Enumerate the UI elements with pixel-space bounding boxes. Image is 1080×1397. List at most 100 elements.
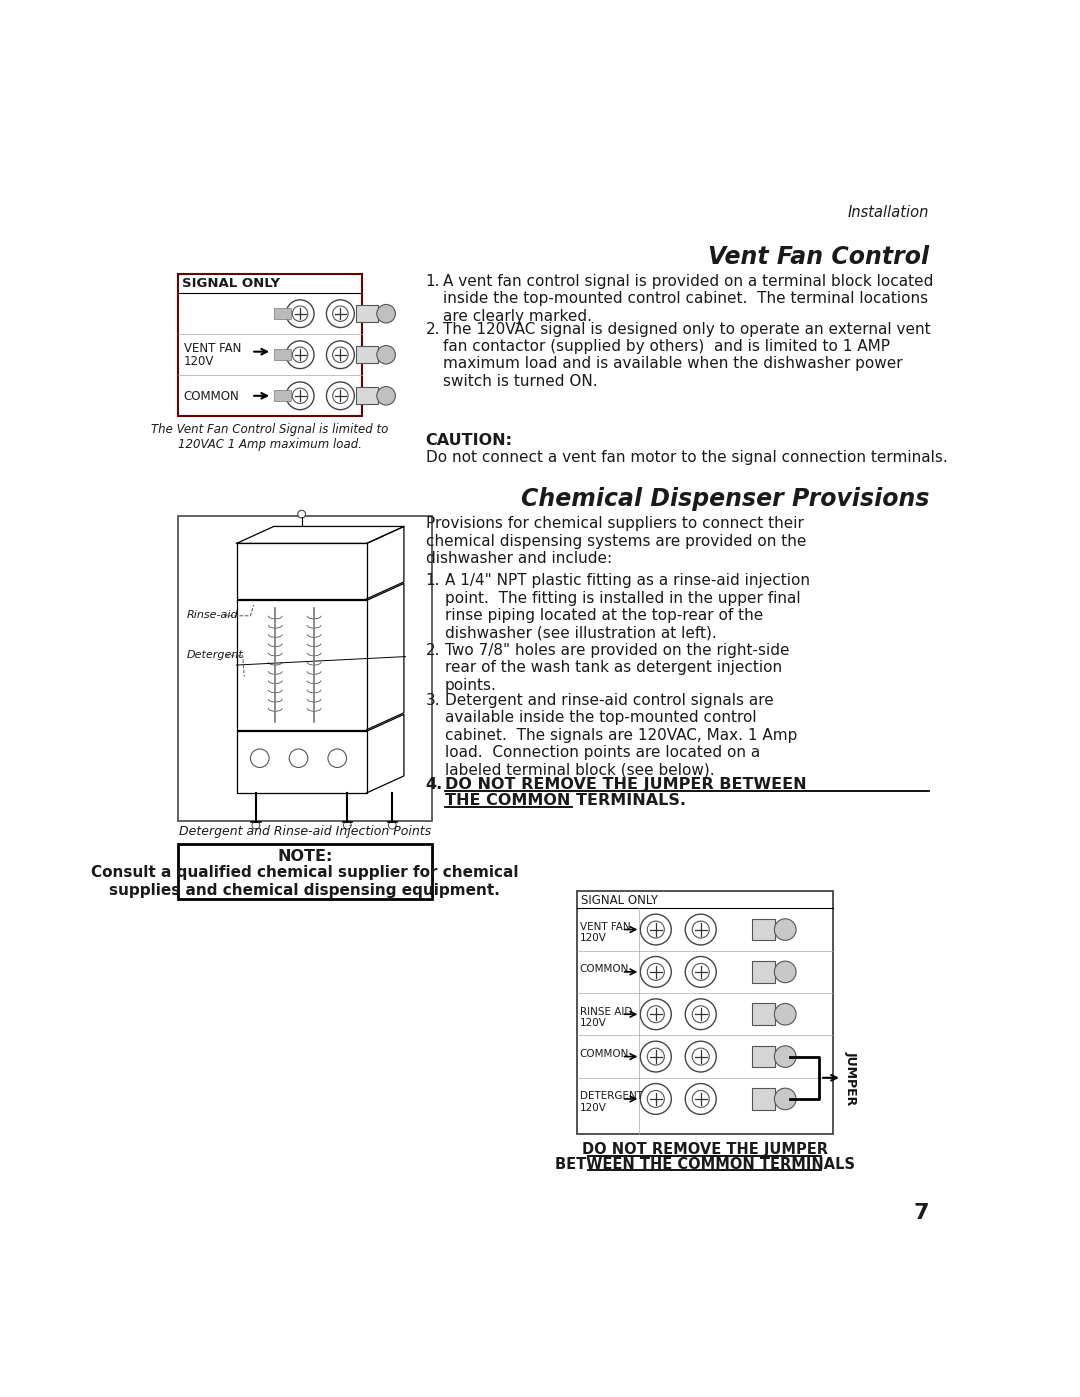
Circle shape bbox=[293, 306, 308, 321]
Text: THE COMMON TERMINALS.: THE COMMON TERMINALS. bbox=[445, 793, 686, 807]
Text: DO NOT REMOVE THE JUMPER: DO NOT REMOVE THE JUMPER bbox=[582, 1141, 827, 1157]
Text: SIGNAL ONLY: SIGNAL ONLY bbox=[183, 277, 281, 291]
Bar bbox=[752, 1046, 775, 1067]
Bar bbox=[356, 387, 378, 404]
Circle shape bbox=[286, 300, 314, 327]
Circle shape bbox=[685, 999, 716, 1030]
Circle shape bbox=[647, 1091, 664, 1108]
Circle shape bbox=[647, 1006, 664, 1023]
Text: 120V: 120V bbox=[184, 355, 214, 367]
Circle shape bbox=[377, 305, 395, 323]
Circle shape bbox=[389, 821, 396, 828]
Circle shape bbox=[685, 1041, 716, 1071]
Bar bbox=[356, 305, 378, 323]
Circle shape bbox=[640, 914, 672, 944]
Circle shape bbox=[685, 1084, 716, 1115]
Circle shape bbox=[774, 919, 796, 940]
Bar bbox=[752, 1088, 775, 1109]
Circle shape bbox=[326, 341, 354, 369]
Text: Provisions for chemical suppliers to connect their
chemical dispensing systems a: Provisions for chemical suppliers to con… bbox=[426, 517, 806, 566]
Circle shape bbox=[326, 381, 354, 409]
Circle shape bbox=[692, 1091, 710, 1108]
Text: 1.: 1. bbox=[426, 573, 441, 588]
Circle shape bbox=[647, 1048, 664, 1065]
Circle shape bbox=[774, 1088, 796, 1109]
Bar bbox=[273, 309, 291, 319]
Bar bbox=[752, 919, 775, 940]
Text: The Vent Fan Control Signal is limited to
120VAC 1 Amp maximum load.: The Vent Fan Control Signal is limited t… bbox=[151, 422, 389, 450]
Text: A vent fan control signal is provided on a terminal block located
inside the top: A vent fan control signal is provided on… bbox=[443, 274, 933, 324]
Text: VENT FAN: VENT FAN bbox=[184, 342, 241, 355]
Text: Two 7/8" holes are provided on the right-side
rear of the wash tank as detergent: Two 7/8" holes are provided on the right… bbox=[445, 643, 789, 693]
Circle shape bbox=[640, 1084, 672, 1115]
Text: COMMON: COMMON bbox=[580, 964, 630, 974]
Bar bbox=[177, 844, 432, 900]
Text: JUMPER: JUMPER bbox=[845, 1051, 858, 1105]
Circle shape bbox=[685, 957, 716, 988]
Circle shape bbox=[692, 921, 710, 937]
Text: SIGNAL ONLY: SIGNAL ONLY bbox=[581, 894, 658, 907]
Text: BETWEEN THE COMMON TERMINALS: BETWEEN THE COMMON TERMINALS bbox=[555, 1157, 854, 1172]
Text: Chemical Dispenser Provisions: Chemical Dispenser Provisions bbox=[521, 488, 930, 511]
Text: Consult a qualified chemical supplier for chemical
supplies and chemical dispens: Consult a qualified chemical supplier fo… bbox=[91, 865, 518, 898]
Bar bbox=[273, 349, 291, 360]
Text: Detergent and rinse-aid control signals are
available inside the top-mounted con: Detergent and rinse-aid control signals … bbox=[445, 693, 797, 777]
Bar bbox=[752, 961, 775, 982]
Circle shape bbox=[685, 914, 716, 944]
Circle shape bbox=[774, 961, 796, 982]
Text: 2.: 2. bbox=[426, 643, 441, 658]
Text: DETERGENT
120V: DETERGENT 120V bbox=[580, 1091, 643, 1113]
Circle shape bbox=[333, 388, 348, 404]
Text: 7: 7 bbox=[914, 1203, 930, 1224]
Circle shape bbox=[286, 341, 314, 369]
Text: VENT FAN
120V: VENT FAN 120V bbox=[580, 922, 631, 943]
Circle shape bbox=[252, 821, 260, 828]
Bar bbox=[177, 274, 362, 416]
Circle shape bbox=[640, 957, 672, 988]
Text: A 1/4" NPT plastic fitting as a rinse-aid injection
point.  The fitting is insta: A 1/4" NPT plastic fitting as a rinse-ai… bbox=[445, 573, 810, 641]
Circle shape bbox=[343, 821, 351, 828]
Text: COMMON: COMMON bbox=[580, 1049, 630, 1059]
Circle shape bbox=[326, 300, 354, 327]
Circle shape bbox=[774, 1046, 796, 1067]
Circle shape bbox=[692, 1048, 710, 1065]
Text: DO NOT REMOVE THE JUMPER BETWEEN: DO NOT REMOVE THE JUMPER BETWEEN bbox=[445, 778, 807, 792]
Text: Detergent: Detergent bbox=[187, 651, 244, 661]
Text: The 120VAC signal is designed only to operate an external vent
fan contactor (su: The 120VAC signal is designed only to op… bbox=[443, 321, 930, 388]
Circle shape bbox=[774, 1003, 796, 1025]
Circle shape bbox=[692, 1006, 710, 1023]
Circle shape bbox=[377, 387, 395, 405]
Circle shape bbox=[328, 749, 347, 767]
Text: CAUTION:: CAUTION: bbox=[426, 433, 513, 448]
Text: Rinse-aid: Rinse-aid bbox=[187, 610, 239, 620]
Circle shape bbox=[377, 345, 395, 365]
Bar bbox=[177, 517, 432, 820]
Bar bbox=[577, 891, 833, 1134]
Circle shape bbox=[293, 346, 308, 362]
Bar bbox=[273, 390, 291, 401]
Text: RINSE AID
120V: RINSE AID 120V bbox=[580, 1007, 632, 1028]
Text: COMMON: COMMON bbox=[184, 390, 240, 402]
Circle shape bbox=[692, 964, 710, 981]
Text: 4.: 4. bbox=[426, 778, 443, 792]
Circle shape bbox=[640, 1041, 672, 1071]
Bar bbox=[752, 1003, 775, 1025]
Circle shape bbox=[298, 510, 306, 518]
Text: Vent Fan Control: Vent Fan Control bbox=[708, 244, 930, 268]
Circle shape bbox=[647, 921, 664, 937]
Circle shape bbox=[293, 388, 308, 404]
Circle shape bbox=[289, 749, 308, 767]
Bar bbox=[356, 346, 378, 363]
Circle shape bbox=[640, 999, 672, 1030]
Circle shape bbox=[333, 346, 348, 362]
Circle shape bbox=[647, 964, 664, 981]
Text: 1.: 1. bbox=[426, 274, 441, 289]
Text: 2.: 2. bbox=[426, 321, 441, 337]
Circle shape bbox=[286, 381, 314, 409]
Text: Installation: Installation bbox=[848, 204, 930, 219]
Text: NOTE:: NOTE: bbox=[278, 849, 333, 865]
Text: Detergent and Rinse-aid Injection Points: Detergent and Rinse-aid Injection Points bbox=[178, 826, 431, 838]
Text: 3.: 3. bbox=[426, 693, 441, 708]
Circle shape bbox=[333, 306, 348, 321]
Circle shape bbox=[251, 749, 269, 767]
